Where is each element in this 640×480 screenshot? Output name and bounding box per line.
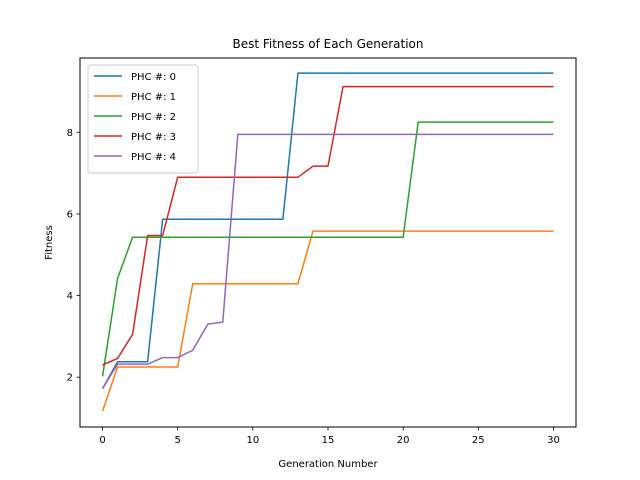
x-tick-label: 10 bbox=[246, 435, 259, 446]
series-line-1 bbox=[101, 230, 554, 412]
legend-label-0: PHC #: 0 bbox=[131, 72, 176, 83]
x-tick-label: 15 bbox=[322, 435, 335, 446]
legend-label-2: PHC #: 2 bbox=[131, 112, 176, 123]
x-tick-label: 25 bbox=[472, 435, 485, 446]
x-tick-label: 0 bbox=[99, 435, 105, 446]
legend-label-1: PHC #: 1 bbox=[131, 92, 176, 103]
x-tick-label: 30 bbox=[547, 435, 560, 446]
legend: PHC #: 0 PHC #: 1 PHC #: 2 PHC #: 3 PHC #: 4 bbox=[87, 64, 199, 174]
legend-label-3: PHC #: 3 bbox=[131, 132, 176, 143]
series-line-0 bbox=[101, 72, 554, 389]
y-tick-label: 2 bbox=[67, 373, 73, 384]
y-tick-label: 8 bbox=[67, 128, 73, 139]
y-axis-label: Fitness bbox=[44, 225, 55, 260]
y-axis: 2 4 6 8 bbox=[67, 128, 80, 384]
chart-title: Best Fitness of Each Generation bbox=[232, 37, 423, 51]
legend-label-4: PHC #: 4 bbox=[131, 152, 176, 163]
x-tick-label: 20 bbox=[397, 435, 410, 446]
legend-box bbox=[87, 64, 199, 174]
x-axis: 0 5 10 15 20 25 30 bbox=[99, 427, 560, 446]
plot-lines bbox=[101, 72, 554, 412]
x-axis-label: Generation Number bbox=[278, 459, 378, 470]
series-line-2 bbox=[101, 121, 554, 377]
series-line-3 bbox=[102, 85, 554, 366]
series-line-4 bbox=[101, 133, 554, 390]
x-tick-label: 5 bbox=[175, 435, 181, 446]
y-tick-label: 6 bbox=[67, 209, 73, 220]
y-tick-label: 4 bbox=[67, 291, 73, 302]
